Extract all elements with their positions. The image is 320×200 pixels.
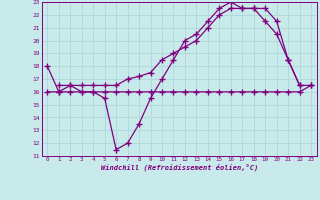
X-axis label: Windchill (Refroidissement éolien,°C): Windchill (Refroidissement éolien,°C) xyxy=(100,164,258,171)
